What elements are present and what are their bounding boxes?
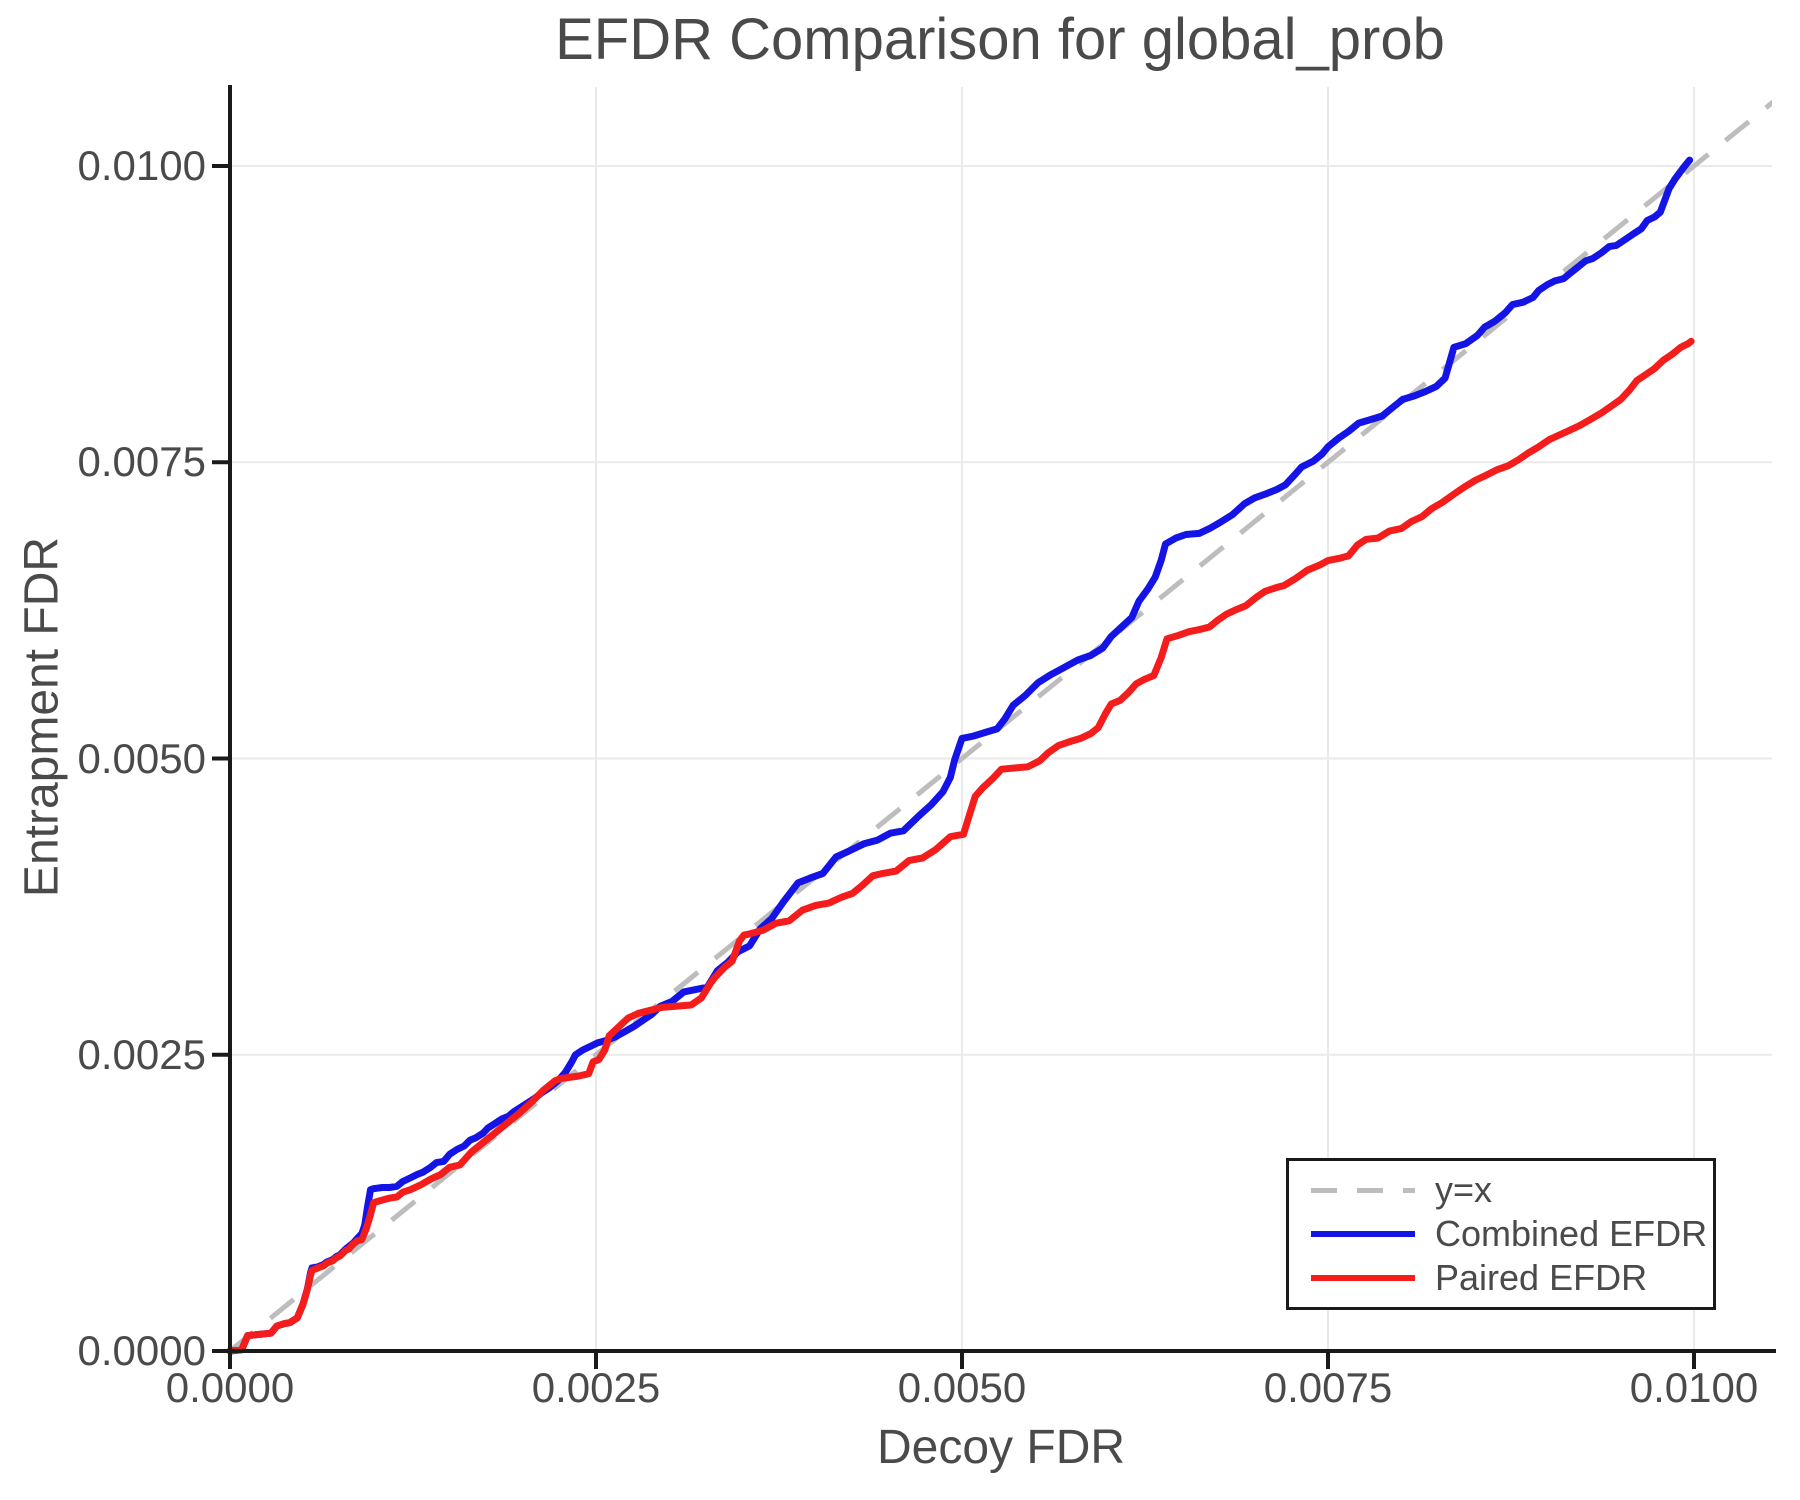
combined-efdr-line-swatch [1311, 1231, 1415, 1237]
series-line-paired-efdr [226, 337, 1695, 1355]
axes-and-ticks [212, 85, 1776, 1369]
y-axis-title: Entrapment FDR [15, 536, 69, 898]
x-tick-label-2: 0.0050 [897, 1364, 1027, 1411]
paired-efdr-line-swatch [1311, 1275, 1415, 1281]
legend-label-paired: Paired EFDR [1435, 1257, 1648, 1298]
legend-label-yx: y=x [1435, 1169, 1493, 1210]
series-line-combined-efdr [226, 156, 1694, 1355]
x-tick-label-1: 0.0025 [531, 1364, 661, 1411]
y-tick-label-4: 0.0100 [77, 142, 206, 189]
gridlines [230, 87, 1772, 1351]
y-tick-label-1: 0.0025 [77, 1031, 206, 1078]
x-axis-title: Decoy FDR [876, 1421, 1126, 1474]
legend: y=x Combined EFDR Paired EFDR [1286, 1158, 1716, 1310]
x-tick-label-3: 0.0075 [1263, 1364, 1393, 1411]
legend-row-paired: Paired EFDR [1311, 1256, 1713, 1300]
legend-label-combined: Combined EFDR [1435, 1213, 1708, 1254]
y-tick-label-0: 0.0000 [77, 1327, 206, 1374]
legend-row-yx: y=x [1311, 1168, 1713, 1212]
data-series-lines [226, 156, 1695, 1355]
chart-title: EFDR Comparison for global_prob [555, 7, 1445, 72]
y-tick-label-3: 0.0075 [77, 438, 206, 485]
x-tick-label-0: 0.0000 [165, 1364, 295, 1411]
y-tick-label-2: 0.0050 [77, 735, 206, 782]
x-tick-label-4: 0.0100 [1629, 1364, 1759, 1411]
yx-dashed-line-swatch [1311, 1187, 1415, 1193]
legend-row-combined: Combined EFDR [1311, 1212, 1713, 1256]
